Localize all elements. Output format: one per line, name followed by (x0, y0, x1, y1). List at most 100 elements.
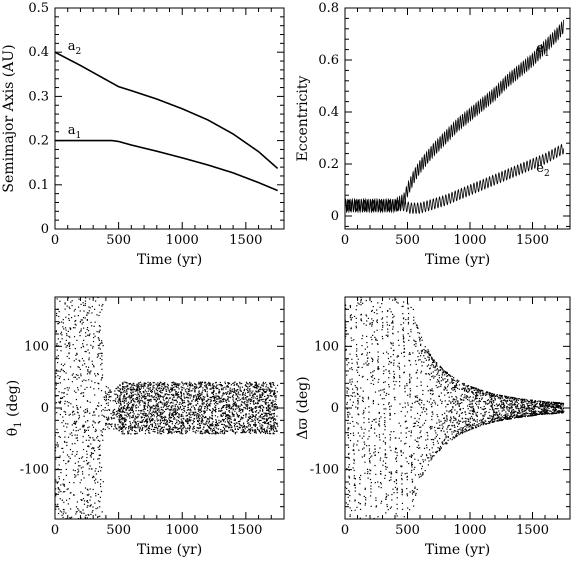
data-point (199, 426, 201, 428)
data-point (161, 403, 163, 405)
data-point (385, 334, 387, 336)
data-point (515, 406, 517, 408)
data-point (510, 396, 512, 398)
data-point (161, 392, 163, 394)
data-point (272, 420, 275, 422)
data-point (94, 394, 96, 396)
data-point (64, 308, 66, 310)
data-point (110, 391, 113, 393)
data-point (259, 405, 261, 408)
data-point (511, 411, 513, 413)
data-point (55, 508, 57, 510)
data-point (273, 405, 275, 408)
data-point (257, 384, 259, 386)
data-point (270, 395, 272, 397)
data-point (58, 464, 60, 466)
data-point (187, 385, 189, 387)
data-point (209, 424, 211, 426)
data-point (419, 404, 421, 406)
data-point (194, 385, 196, 388)
data-point (119, 397, 121, 399)
data-point (233, 431, 235, 433)
data-point (274, 390, 276, 392)
data-point (83, 503, 86, 505)
data-point (167, 406, 169, 408)
data-point (144, 401, 146, 403)
data-point (234, 405, 236, 407)
data-point (438, 380, 440, 383)
data-point (74, 455, 76, 457)
data-point (249, 398, 252, 400)
data-point (94, 414, 96, 416)
data-point (353, 469, 355, 472)
data-point (67, 460, 69, 462)
data-point (74, 423, 77, 425)
data-point (119, 409, 121, 411)
data-point (125, 408, 127, 410)
data-point (77, 366, 79, 368)
data-point (190, 411, 192, 413)
data-point (74, 323, 76, 325)
data-point (516, 416, 518, 418)
data-point (84, 431, 86, 433)
data-point (271, 382, 273, 384)
data-point (354, 487, 356, 489)
data-point (166, 393, 168, 395)
data-point (205, 406, 207, 408)
data-point (77, 468, 79, 470)
data-point (272, 417, 274, 419)
data-point (396, 491, 398, 494)
data-point (367, 396, 370, 398)
data-point (102, 303, 104, 306)
data-point (98, 445, 101, 448)
data-point (466, 396, 468, 398)
data-point (118, 409, 120, 411)
data-point (87, 445, 90, 447)
data-point (100, 404, 102, 407)
data-point (258, 420, 260, 422)
data-point (457, 402, 459, 404)
data-point (532, 401, 534, 404)
data-point (98, 338, 100, 340)
data-point (273, 415, 275, 417)
data-point (212, 421, 214, 423)
data-point (254, 407, 256, 409)
data-point (189, 408, 192, 410)
data-point (414, 360, 417, 362)
data-point (350, 287, 351, 288)
data-point (244, 428, 246, 430)
data-point (531, 400, 533, 402)
data-point (141, 394, 143, 396)
data-point (216, 431, 219, 434)
data-point (523, 410, 525, 413)
data-point (246, 408, 248, 410)
data-point (216, 424, 218, 426)
data-point (270, 384, 272, 386)
data-point (199, 405, 201, 407)
y-tick-label: 0.6 (318, 53, 339, 68)
data-point (120, 411, 122, 413)
data-point (539, 407, 541, 409)
data-point (443, 388, 445, 390)
data-point (562, 412, 564, 414)
data-point (168, 414, 170, 417)
data-point (95, 408, 97, 410)
data-point (215, 427, 218, 429)
data-point (157, 398, 159, 400)
data-point (390, 479, 392, 481)
data-point (211, 413, 213, 415)
data-point (138, 390, 140, 392)
data-point (165, 416, 167, 418)
data-point (356, 348, 358, 350)
data-point (268, 399, 271, 401)
data-point (173, 417, 176, 419)
data-point (107, 419, 109, 421)
data-point (86, 314, 88, 316)
data-point (159, 396, 161, 398)
data-point (436, 440, 439, 442)
data-point (264, 402, 266, 404)
data-point (135, 385, 137, 387)
data-point (59, 341, 61, 343)
data-point (261, 424, 263, 426)
data-point (246, 401, 248, 403)
